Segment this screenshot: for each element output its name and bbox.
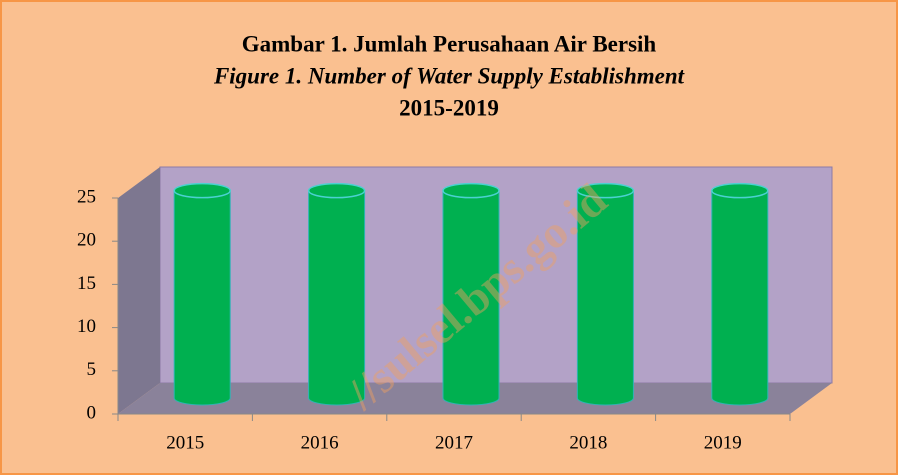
x-tick-label: 2015: [166, 432, 204, 453]
bar-body: [173, 190, 231, 406]
chart-subtitle: Figure 1. Number of Water Supply Establi…: [213, 63, 685, 88]
y-tick-label: 20: [77, 230, 96, 251]
x-tick-label: 2017: [435, 432, 473, 453]
bar-top: [711, 182, 769, 199]
bar: [173, 182, 231, 406]
bar-body: [442, 190, 500, 406]
bar: [442, 182, 500, 406]
chart-period: 2015-2019: [399, 95, 499, 120]
x-tick-label: 2018: [569, 432, 607, 453]
bar: [576, 182, 635, 406]
y-tick-label: 5: [87, 359, 97, 380]
bar: [711, 182, 769, 406]
bar-top: [442, 182, 500, 199]
bar-top: [307, 182, 366, 199]
y-tick-label: 0: [87, 402, 97, 423]
x-tick-label: 2019: [704, 432, 742, 453]
bar-body: [308, 190, 366, 406]
bar: [307, 182, 366, 406]
bar-top: [173, 182, 231, 199]
bar-top: [576, 182, 635, 199]
y-tick-label: 10: [77, 316, 96, 337]
y-tick-label: 25: [77, 186, 96, 207]
side-wall: [118, 167, 160, 414]
bar-body: [711, 190, 769, 406]
y-tick-label: 15: [77, 273, 96, 294]
bar-body: [576, 190, 634, 406]
chart-title: Gambar 1. Jumlah Perusahaan Air Bersih: [242, 31, 657, 56]
x-tick-label: 2016: [301, 432, 339, 453]
plot: 0 5 10 15 20 25 2015 2016 2017 2018 2019: [77, 166, 833, 453]
